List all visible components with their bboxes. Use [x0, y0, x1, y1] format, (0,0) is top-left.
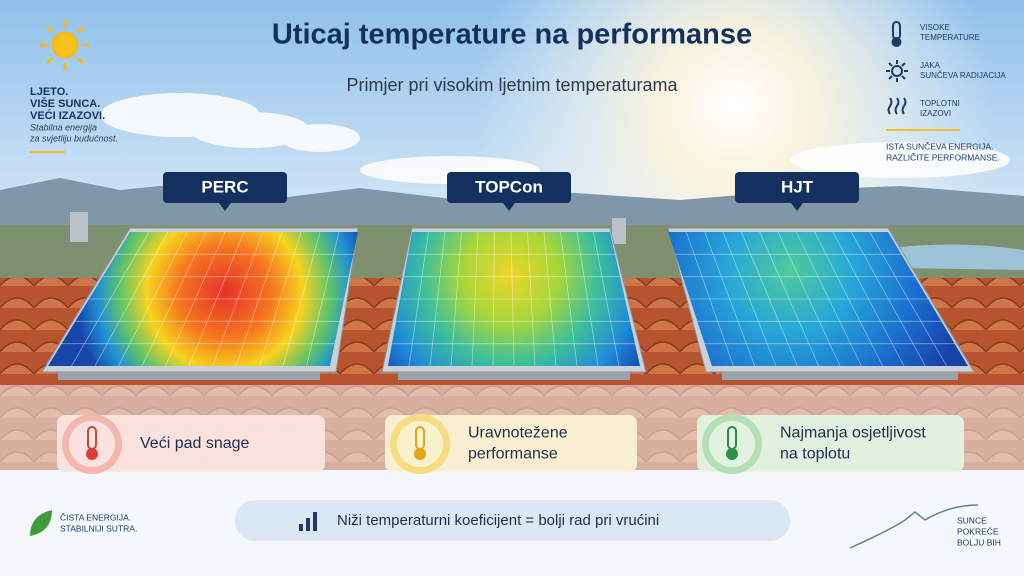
overlay: Uticaj temperature na performanse Primje…	[29, 19, 1006, 549]
legend-item: TEMPERATURE	[920, 33, 980, 42]
cell-line	[71, 231, 150, 367]
legend-note: ISTA SUNČEVA ENERGIJA.	[886, 141, 993, 151]
skyline-icon	[849, 504, 979, 549]
cell-line	[593, 231, 620, 367]
panel-label: PERC	[201, 177, 248, 196]
cell-line	[777, 231, 841, 367]
building	[70, 212, 88, 242]
result-card	[57, 415, 325, 472]
cell-line	[492, 231, 495, 367]
result-text: performanse	[468, 446, 558, 463]
cell-line	[165, 231, 226, 367]
legend-item: VISOKE	[920, 23, 950, 32]
thermometer-bulb	[414, 448, 426, 460]
panel-surface	[668, 232, 968, 366]
cell-line	[94, 231, 169, 367]
thermometer-bulb	[726, 448, 738, 460]
footer-right: SUNCE	[957, 515, 987, 525]
intro-caption: za svjetliju budućnost.	[29, 133, 118, 143]
cell-line	[235, 231, 283, 367]
footer-right: BOLJU BIH	[957, 537, 1001, 547]
cell-line	[685, 231, 734, 367]
panel-label-pointer	[219, 203, 231, 211]
result-card	[697, 415, 964, 472]
cell-line	[722, 231, 777, 367]
intro-line: LJETO.	[30, 86, 68, 98]
cell-line	[527, 231, 536, 367]
panels	[41, 227, 975, 380]
cell-line	[450, 231, 462, 367]
cell-line	[188, 231, 245, 367]
cell-line	[740, 231, 798, 367]
bars-icon	[299, 512, 317, 531]
subtitle: Primjer pri visokim ljetnim temperaturam…	[346, 75, 678, 95]
legend-item: TOPLOTNI	[920, 99, 960, 108]
mount	[58, 372, 320, 380]
footer-right: POKREĆE	[957, 526, 999, 536]
result-text: Najmanja osjetljivost	[780, 425, 926, 442]
intro-line: VEĆI IZAZOVI.	[30, 109, 105, 122]
result-card	[385, 415, 637, 472]
thermometer-bulb	[86, 448, 98, 460]
cell-line	[814, 231, 884, 367]
cell-line	[259, 231, 302, 367]
water	[890, 244, 1024, 270]
cell-line	[576, 231, 599, 367]
cell-line	[141, 231, 207, 367]
cell-line	[795, 231, 862, 367]
panel-label-pointer	[791, 203, 803, 211]
message-pill	[235, 500, 790, 541]
cell-line	[704, 231, 756, 367]
panel-label: HJT	[781, 177, 814, 196]
cell-line	[118, 231, 188, 367]
footer-left: ČISTA ENERGIJA.	[60, 512, 131, 522]
leaf-icon	[30, 510, 52, 536]
cell-line	[560, 231, 578, 367]
cell-line	[832, 231, 905, 367]
cell-line	[869, 231, 948, 367]
sun-icon	[40, 20, 90, 70]
legend-icons	[886, 21, 908, 115]
building	[612, 218, 626, 244]
legend-note: RAZLIČITE PERFORMANSE.	[886, 152, 1000, 162]
result-icon-inner	[69, 421, 115, 467]
legend-item: SUNČEVA RADIJACIJA	[920, 71, 1006, 80]
cell-line	[543, 231, 557, 367]
cell-line	[212, 231, 264, 367]
result-icon-inner	[709, 421, 755, 467]
mount	[398, 372, 630, 380]
panel-surface	[48, 232, 358, 366]
legend-item: IZAZOVI	[920, 109, 951, 118]
cell-line	[850, 231, 926, 367]
result-text: na toplotu	[780, 446, 850, 463]
result-icon-inner	[397, 421, 443, 467]
cell-line	[471, 231, 479, 367]
legend-item: JAKA	[920, 61, 941, 70]
footer-message: Niži temperaturni koeficijent = bolji ra…	[337, 512, 659, 529]
result-text: Veći pad snage	[140, 435, 250, 452]
cell-line	[408, 231, 429, 367]
cell-line	[429, 231, 446, 367]
panel-label-box	[163, 172, 287, 203]
panel-label: TOPCon	[475, 177, 543, 196]
title: Uticaj temperature na performanse	[272, 19, 752, 51]
panel-surface	[388, 232, 640, 366]
panel-label-pointer	[503, 203, 515, 211]
panel-label-box	[447, 172, 571, 203]
intro-line: VIŠE SUNCA.	[30, 97, 100, 110]
result-text: Uravnotežene	[468, 425, 568, 442]
cell-line	[759, 231, 820, 367]
mount	[722, 372, 958, 380]
cell-line	[306, 231, 340, 367]
intro-caption: Stabilna energija	[30, 122, 97, 132]
panel-label-box	[735, 172, 859, 203]
cell-line	[510, 231, 515, 367]
cell-line	[282, 231, 321, 367]
footer-left: STABILNIJI SUTRA.	[60, 523, 137, 533]
